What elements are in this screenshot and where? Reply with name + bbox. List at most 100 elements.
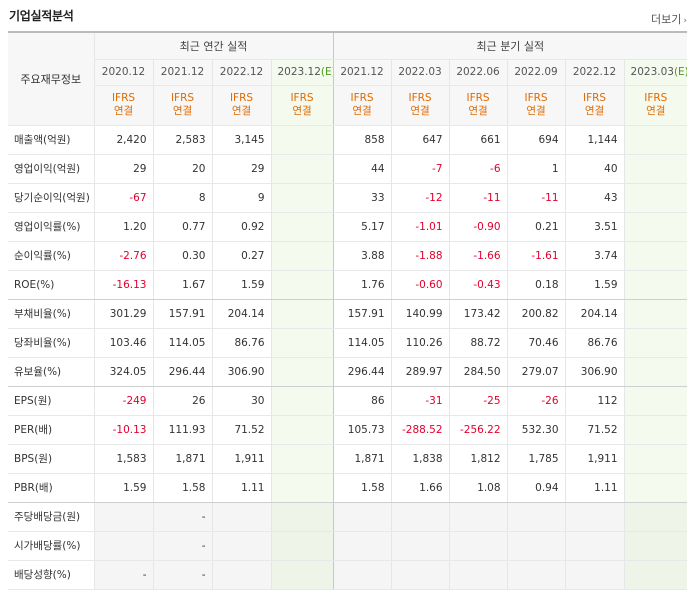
table-cell: 1.58 [332, 473, 392, 503]
table-cell: - [152, 560, 212, 590]
row-label: ROE(%) [8, 270, 94, 300]
basis-label: 연결 [113, 105, 134, 117]
financial-summary-table: 주요재무정보 최근 연간 실적 최근 분기 실적 2020.12 2021.12 2… [8, 31, 688, 590]
table-cell: 86.76 [211, 328, 271, 358]
table-cell: 1.59 [564, 270, 625, 300]
period-header: 2022.06 [448, 59, 508, 86]
table-cell: 1,911 [564, 444, 625, 474]
table-cell [623, 212, 688, 242]
table-cell [93, 531, 153, 561]
accounting-basis: IFRS 연결 [211, 85, 271, 126]
basis-label: 연결 [468, 105, 488, 117]
period-label: 2022.09 [514, 66, 558, 78]
table-cell [211, 531, 271, 561]
table-cell: -12 [390, 183, 450, 213]
table-cell [564, 502, 625, 532]
table-row: PER(배) -10.13 111.93 71.52 105.73 -288.52 -256… [8, 415, 688, 445]
accounting-basis: IFRS 연결 [93, 85, 153, 126]
ifrs-label: IFRS [229, 92, 254, 104]
table-cell: 1.66 [390, 473, 450, 503]
table-cell: 173.42 [448, 299, 508, 329]
period-label: 2023.03 [630, 66, 674, 78]
table-cell: 324.05 [93, 357, 153, 387]
table-cell: -11 [506, 183, 566, 213]
basis-label: 연결 [292, 105, 312, 117]
table-cell [211, 560, 271, 590]
table-cell: -249 [93, 386, 153, 416]
period-header: 2022.12 [564, 59, 625, 86]
period-header: 2022.09 [506, 59, 566, 86]
table-cell: 204.14 [211, 299, 271, 329]
table-cell: 103.46 [93, 328, 153, 358]
table-cell: 1.11 [564, 473, 625, 503]
basis-label: 연결 [646, 105, 666, 117]
row-label: PER(배) [8, 415, 94, 445]
table-cell: 2,420 [93, 125, 153, 155]
table-cell [270, 560, 334, 590]
ifrs-label: IFRS [170, 92, 195, 104]
ifrs-label: IFRS [290, 92, 314, 104]
table-cell: 110.26 [390, 328, 450, 358]
row-label: 매출액(억원) [8, 125, 94, 155]
table-cell [270, 125, 334, 155]
table-cell: 1.59 [211, 270, 271, 300]
accounting-basis: IFRS 연결 [332, 85, 392, 126]
table-cell [623, 328, 688, 358]
table-cell: -1.01 [390, 212, 450, 242]
basis-label: 연결 [172, 105, 193, 117]
table-cell: 306.90 [564, 357, 625, 387]
table-cell: 858 [332, 125, 392, 155]
table-cell [211, 502, 271, 532]
table-row: 배당성향(%) - - [8, 560, 688, 590]
table-cell: 1,583 [93, 444, 153, 474]
ifrs-label: IFRS [111, 92, 136, 104]
ifrs-label: IFRS [582, 92, 607, 104]
table-row: 시가배당률(%) - [8, 531, 688, 561]
table-cell: 88.72 [448, 328, 508, 358]
table-cell [623, 473, 688, 503]
period-label: 2022.12 [572, 66, 617, 78]
ifrs-label: IFRS [408, 92, 432, 104]
table-cell: -0.90 [448, 212, 508, 242]
table-cell: 8 [152, 183, 212, 213]
table-cell: 71.52 [211, 415, 271, 445]
table-cell: -1.66 [448, 241, 508, 271]
row-label: 주당배당금(원) [8, 502, 94, 532]
table-cell: 1,785 [506, 444, 566, 474]
group-quarter-header: 최근 분기 실적 [332, 31, 688, 60]
table-cell: 0.92 [211, 212, 271, 242]
table-cell: 30 [211, 386, 271, 416]
table-row: BPS(원) 1,583 1,871 1,911 1,871 1,838 1,812 1,78… [8, 444, 688, 474]
table-cell: 296.44 [152, 357, 212, 387]
basis-label: 연결 [231, 105, 252, 117]
table-cell: -26 [506, 386, 566, 416]
table-cell: 532.30 [506, 415, 566, 445]
table-cell [332, 560, 392, 590]
table-cell [332, 531, 392, 561]
row-label: 순이익률(%) [8, 241, 94, 271]
table-cell [270, 299, 334, 329]
table-cell: 2,583 [152, 125, 212, 155]
table-cell: 1.11 [211, 473, 271, 503]
accounting-basis: IFRS 연결 [448, 85, 508, 126]
table-cell [270, 241, 334, 271]
table-cell [270, 444, 334, 474]
table-cell [623, 415, 688, 445]
more-link[interactable]: 더보기 › [651, 11, 687, 27]
period-header: 2022.12 [211, 59, 271, 86]
row-header: 주요재무정보 [8, 31, 94, 126]
table-cell: -1.61 [506, 241, 566, 271]
table-row: PBR(배) 1.59 1.58 1.11 1.58 1.66 1.08 0.94 1.11 [8, 473, 688, 503]
table-cell: 301.29 [93, 299, 153, 329]
row-label: 부채비율(%) [8, 299, 94, 329]
row-label: 배당성향(%) [8, 560, 94, 590]
table-cell: 1.08 [448, 473, 508, 503]
basis-label: 연결 [410, 105, 430, 117]
table-cell [448, 531, 508, 561]
table-row: 주당배당금(원) - [8, 502, 688, 532]
table-cell: 661 [448, 125, 508, 155]
table-cell: 279.07 [506, 357, 566, 387]
table-row: 부채비율(%) 301.29 157.91 204.14 157.91 140.99 173… [8, 299, 688, 329]
table-cell [390, 502, 450, 532]
table-cell: 157.91 [152, 299, 212, 329]
